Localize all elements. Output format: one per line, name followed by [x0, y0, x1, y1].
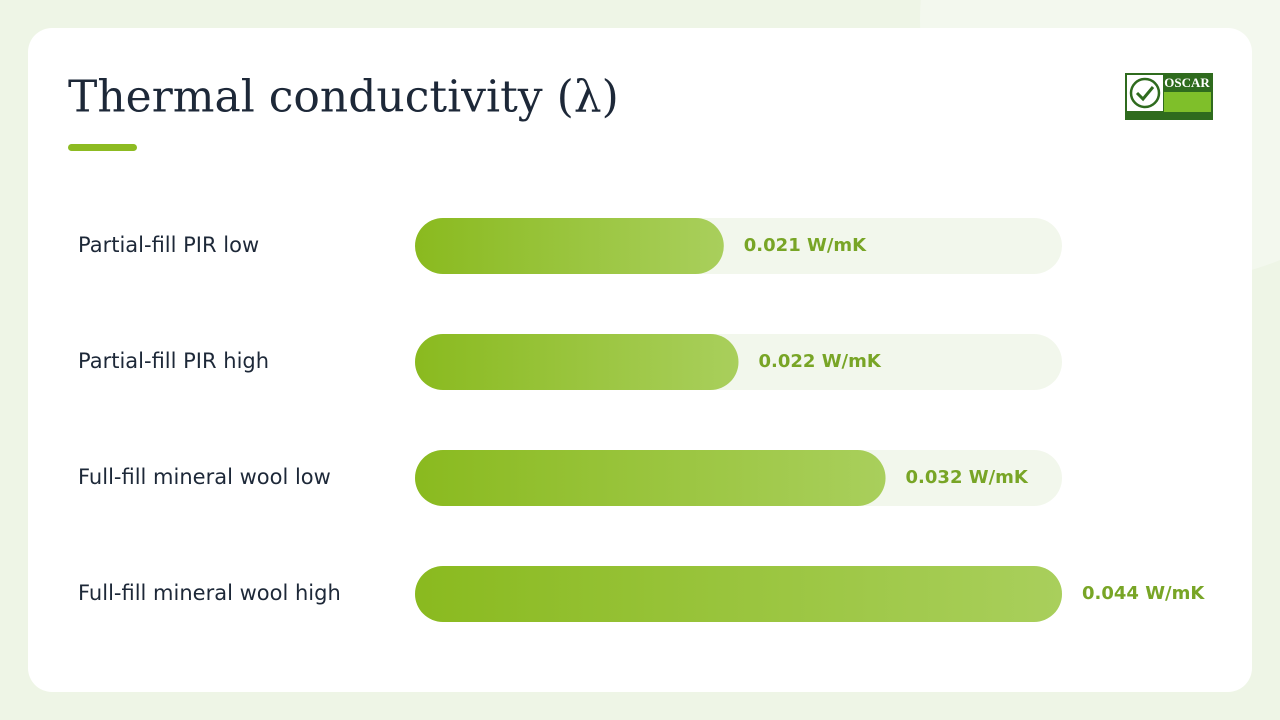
bar [415, 566, 1062, 622]
chart-title: Thermal conductivity (λ) [68, 72, 619, 123]
value-label: 0.044 W/mK [1082, 583, 1205, 604]
category-label: Partial-fill PIR low [78, 233, 259, 257]
logo-circle [1129, 77, 1161, 109]
category-label: Full-fill mineral wool high [78, 581, 341, 605]
title-underline [68, 144, 137, 151]
value-label: 0.022 W/mK [759, 351, 882, 372]
logo-text: OSCAR [1164, 75, 1210, 90]
bar [415, 334, 739, 390]
category-label: Full-fill mineral wool low [78, 465, 331, 489]
bar [415, 450, 886, 506]
category-label: Partial-fill PIR high [78, 349, 269, 373]
logo-check [1135, 86, 1155, 102]
logo-band [1164, 92, 1211, 112]
value-label: 0.021 W/mK [744, 235, 867, 256]
logo: OSCAR [1125, 73, 1213, 120]
logo-badge [1127, 75, 1163, 111]
bar [415, 218, 724, 274]
value-label: 0.032 W/mK [906, 467, 1029, 488]
